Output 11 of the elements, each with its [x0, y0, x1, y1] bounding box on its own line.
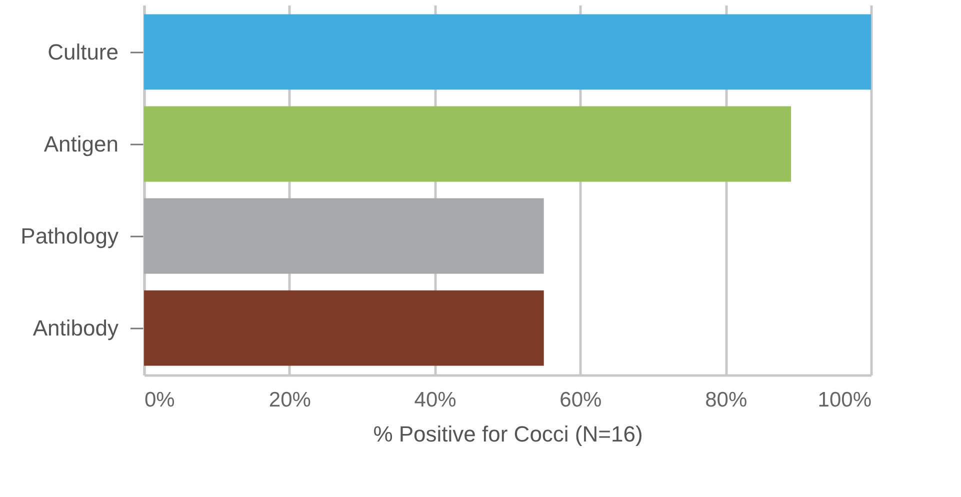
x-axis-title: % Positive for Cocci (N=16) — [373, 422, 643, 446]
y-tick-label: Antigen — [44, 131, 118, 156]
x-tick-label: 0% — [144, 388, 175, 412]
y-tick-label: Pathology — [20, 224, 118, 249]
x-tick-label: 100% — [818, 388, 872, 412]
y-tick-label: Antibody — [32, 316, 118, 341]
x-tick-label: 60% — [560, 388, 602, 412]
y-tick-label: Culture — [48, 39, 118, 64]
x-tick-label: 80% — [705, 388, 748, 412]
x-tick-label: 40% — [414, 388, 456, 412]
x-tick-label: 20% — [268, 388, 311, 412]
